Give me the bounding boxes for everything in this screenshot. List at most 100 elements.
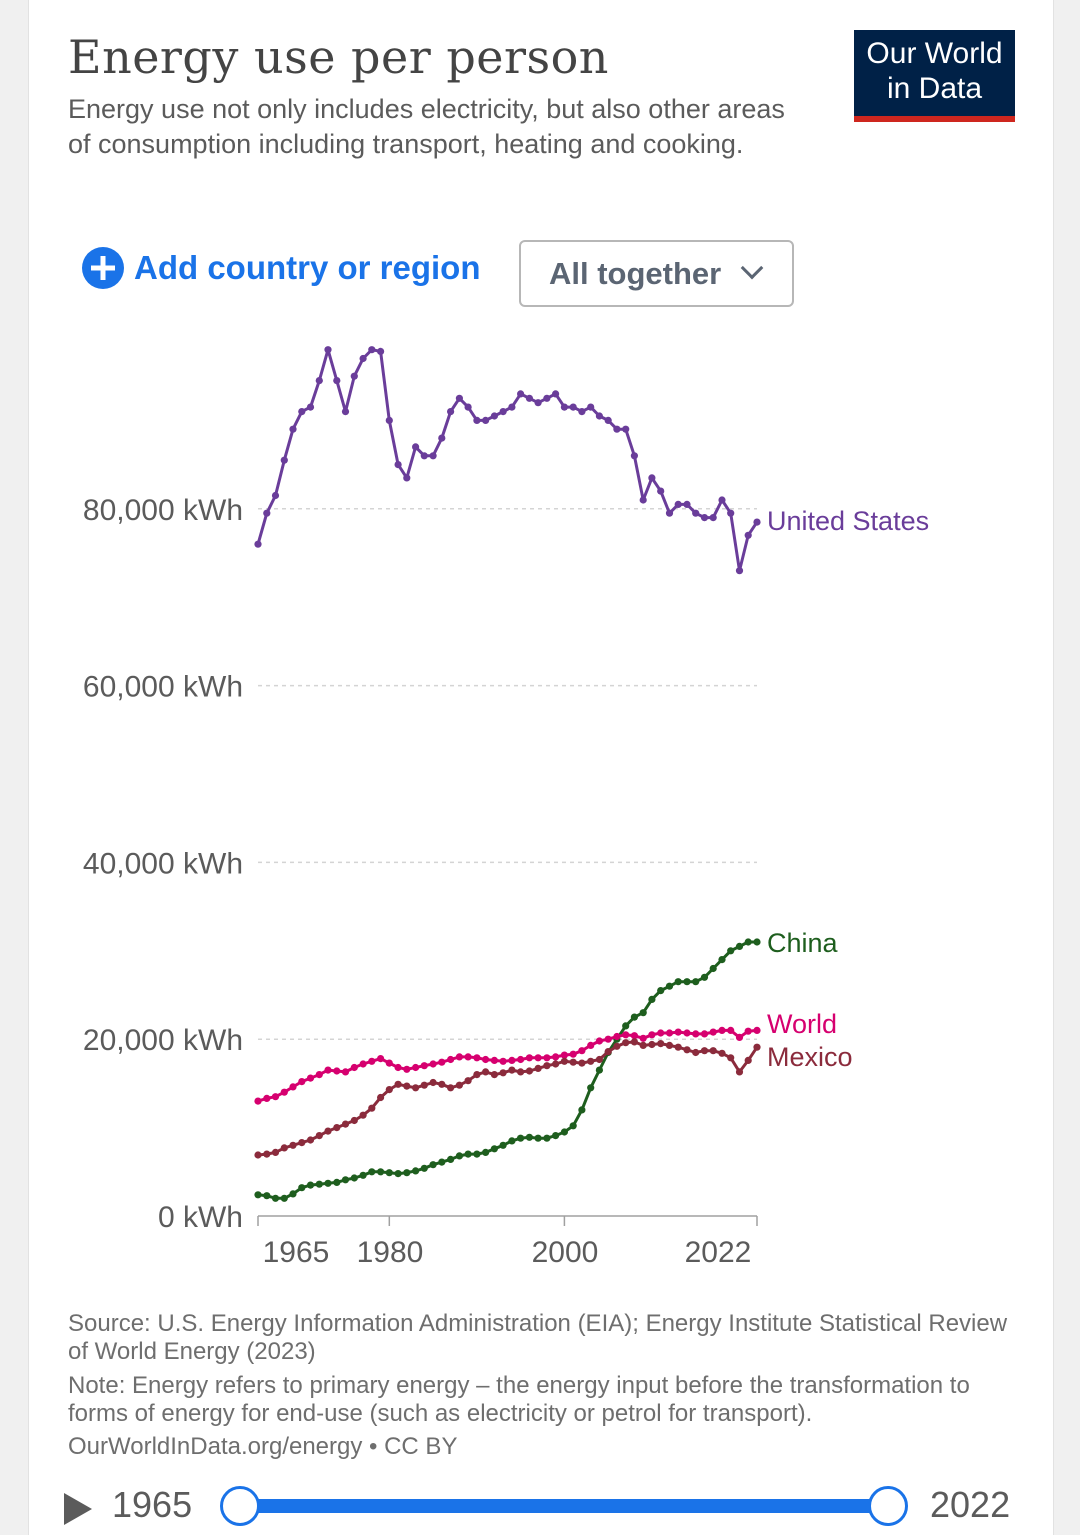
data-point: [324, 1066, 332, 1074]
data-point: [578, 1106, 586, 1114]
data-point: [517, 1055, 525, 1064]
data-point: [333, 1067, 341, 1075]
data-point: [377, 1168, 385, 1176]
data-point: [394, 461, 402, 469]
data-point: [254, 540, 262, 548]
data-point: [263, 1150, 271, 1158]
data-point: [639, 1041, 647, 1049]
series-label: United States: [767, 506, 929, 536]
y-tick-label: 80,000 kWh: [83, 494, 243, 527]
data-point: [368, 346, 376, 354]
timeline-end-handle[interactable]: [868, 1486, 908, 1526]
data-point: [412, 443, 420, 451]
data-point: [683, 500, 691, 508]
data-point: [368, 1104, 376, 1112]
data-point: [473, 1150, 481, 1158]
data-point: [508, 1066, 516, 1074]
add-country-button[interactable]: Add country or region: [82, 244, 481, 292]
data-point: [420, 1081, 428, 1089]
data-point: [552, 1060, 560, 1068]
play-icon[interactable]: [64, 1493, 92, 1525]
data-point: [254, 1097, 262, 1105]
data-point: [744, 1056, 752, 1064]
data-point: [394, 1063, 402, 1072]
data-point: [412, 1167, 420, 1175]
data-point: [412, 1084, 420, 1092]
data-point: [639, 1009, 647, 1017]
data-point: [359, 354, 367, 363]
data-point: [692, 978, 700, 986]
data-point: [648, 1031, 656, 1039]
data-point: [604, 416, 612, 424]
timeline-start-handle[interactable]: [220, 1486, 260, 1526]
data-point: [271, 491, 280, 500]
data-point: [665, 509, 674, 517]
data-point: [490, 1145, 498, 1153]
data-point: [341, 408, 350, 416]
data-point: [298, 408, 306, 416]
data-point: [709, 1028, 717, 1036]
data-point: [665, 1041, 674, 1049]
add-country-label: Add country or region: [134, 249, 481, 286]
data-point: [447, 1155, 455, 1163]
data-point: [657, 987, 665, 995]
data-point: [630, 452, 639, 460]
data-point: [271, 1148, 280, 1156]
data-point: [473, 1071, 481, 1079]
data-point: [630, 1032, 639, 1040]
data-point: [315, 1071, 323, 1079]
data-point: [525, 1067, 534, 1075]
data-point: [271, 1194, 280, 1202]
data-point: [674, 1043, 682, 1051]
data-point: [700, 973, 709, 981]
data-point: [744, 938, 752, 946]
data-point: [455, 1081, 463, 1089]
series-line: [256, 348, 759, 573]
data-point: [359, 1060, 367, 1068]
data-point: [289, 1190, 297, 1198]
data-point: [490, 412, 498, 420]
license-link[interactable]: OurWorldInData.org/energy • CC BY: [68, 1433, 458, 1460]
y-tick-label: 20,000 kWh: [83, 1024, 243, 1057]
data-point: [578, 408, 586, 416]
data-point: [735, 567, 744, 575]
data-point: [534, 399, 542, 407]
data-point: [455, 394, 463, 402]
data-point: [692, 509, 700, 517]
data-point: [324, 1179, 332, 1187]
data-point: [315, 1132, 323, 1140]
data-point: [587, 1041, 595, 1049]
data-point: [438, 1058, 446, 1066]
grid-lines: [258, 508, 757, 1040]
series-label: World: [767, 1009, 837, 1039]
data-point: [420, 1164, 428, 1172]
data-point: [394, 1170, 402, 1178]
data-point: [368, 1168, 376, 1176]
data-point: [385, 1086, 393, 1094]
data-point: [455, 1152, 463, 1160]
x-axis: 1965 1980 2000 2022: [257, 1215, 758, 1269]
data-point: [464, 1150, 472, 1158]
data-point: [744, 1027, 752, 1035]
owid-logo[interactable]: Our World in Data: [854, 30, 1015, 122]
data-point: [578, 1047, 586, 1055]
data-point: [377, 1055, 385, 1063]
series-label: China: [767, 928, 839, 958]
facet-select[interactable]: All together: [519, 240, 794, 307]
data-point: [517, 390, 525, 398]
data-point: [604, 1035, 612, 1043]
data-point: [674, 500, 682, 508]
data-point: [306, 1074, 315, 1082]
data-point: [543, 394, 551, 402]
data-point: [359, 1171, 367, 1179]
data-point: [438, 1158, 446, 1166]
data-point: [700, 1030, 709, 1038]
data-point: [368, 1057, 376, 1065]
data-point: [630, 1038, 639, 1046]
timeline-track[interactable]: [240, 1499, 888, 1513]
data-point: [306, 403, 315, 411]
data-point: [289, 1141, 297, 1149]
data-point: [595, 1055, 604, 1064]
data-point: [648, 474, 656, 482]
series-lines: [254, 346, 761, 1202]
